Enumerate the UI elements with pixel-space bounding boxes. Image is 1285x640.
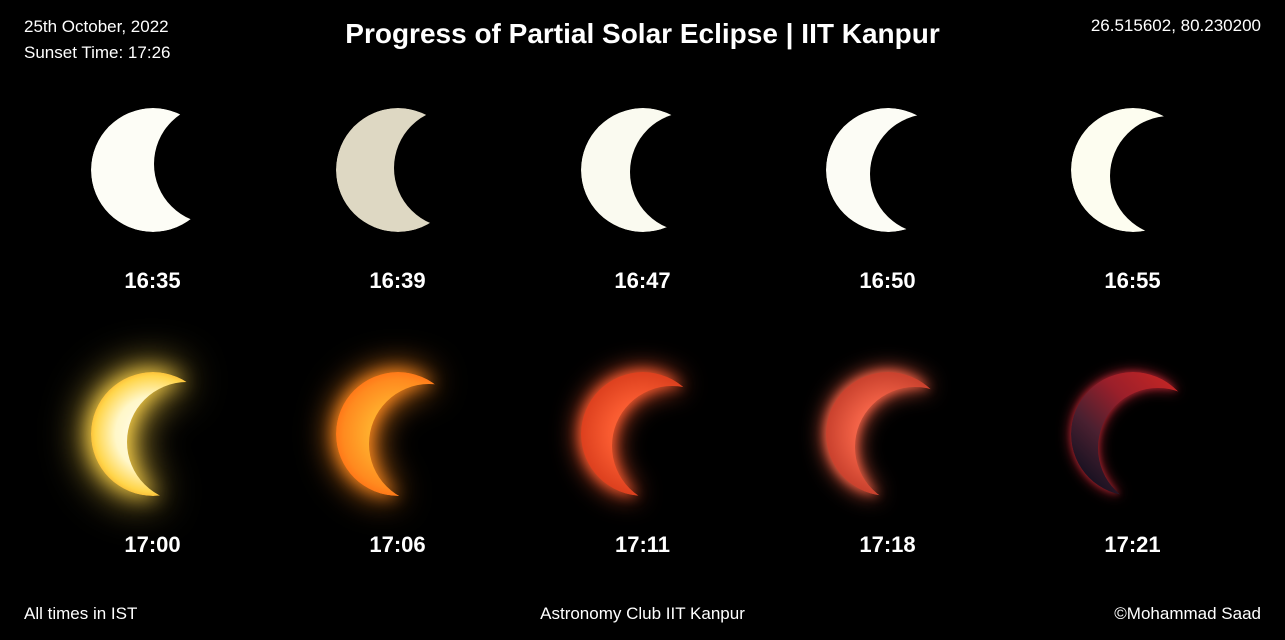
phase-time-label: 17:18: [859, 532, 915, 558]
eclipse-phase: 16:55: [1020, 90, 1245, 294]
phase-time-label: 17:21: [1104, 532, 1160, 558]
sun-icon: [563, 90, 723, 250]
eclipse-phase: 17:06: [285, 354, 510, 558]
eclipse-grid: 16:35 16:39 16: [0, 90, 1285, 558]
coordinates-text: 26.515602, 80.230200: [1091, 16, 1261, 36]
eclipse-phase: 17:00: [40, 354, 265, 558]
footer-right: ©Mohammad Saad: [1114, 604, 1261, 624]
header-left: 25th October, 2022 Sunset Time: 17:26: [24, 14, 170, 65]
footer-center: Astronomy Club IIT Kanpur: [540, 604, 745, 624]
page-title: Progress of Partial Solar Eclipse | IIT …: [345, 18, 939, 50]
phase-time-label: 16:35: [124, 268, 180, 294]
sun-icon: [808, 354, 968, 514]
phase-time-label: 16:50: [859, 268, 915, 294]
phase-time-label: 16:47: [614, 268, 670, 294]
eclipse-phase: 17:11: [530, 354, 755, 558]
sun-icon: [1053, 354, 1213, 514]
eclipse-phase: 17:21: [1020, 354, 1245, 558]
eclipse-phase: 16:35: [40, 90, 265, 294]
sun-icon: [563, 354, 723, 514]
header: 25th October, 2022 Sunset Time: 17:26 Pr…: [0, 14, 1285, 65]
phase-time-label: 17:00: [124, 532, 180, 558]
eclipse-phase: 17:18: [775, 354, 1000, 558]
date-text: 25th October, 2022: [24, 14, 170, 40]
phase-time-label: 17:06: [369, 532, 425, 558]
eclipse-phase: 16:50: [775, 90, 1000, 294]
eclipse-phase: 16:39: [285, 90, 510, 294]
phase-time-label: 16:55: [1104, 268, 1160, 294]
sun-icon: [1053, 90, 1213, 250]
footer: All times in IST Astronomy Club IIT Kanp…: [0, 604, 1285, 624]
eclipse-phase: 16:47: [530, 90, 755, 294]
sun-icon: [73, 90, 233, 250]
phase-time-label: 16:39: [369, 268, 425, 294]
sunset-text: Sunset Time: 17:26: [24, 40, 170, 66]
sun-icon: [318, 354, 478, 514]
sun-icon: [318, 90, 478, 250]
phase-time-label: 17:11: [615, 532, 670, 558]
sun-icon: [73, 354, 233, 514]
footer-left: All times in IST: [24, 604, 137, 624]
sun-icon: [808, 90, 968, 250]
